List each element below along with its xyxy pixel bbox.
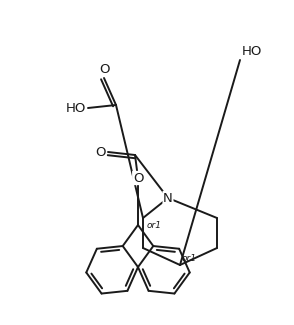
- Text: O: O: [133, 172, 143, 185]
- Text: O: O: [99, 63, 109, 76]
- Text: HO: HO: [242, 45, 262, 58]
- Text: HO: HO: [66, 101, 86, 114]
- Text: N: N: [163, 191, 173, 204]
- Text: or1: or1: [182, 254, 197, 263]
- Text: or1: or1: [147, 221, 162, 230]
- Text: O: O: [96, 146, 106, 159]
